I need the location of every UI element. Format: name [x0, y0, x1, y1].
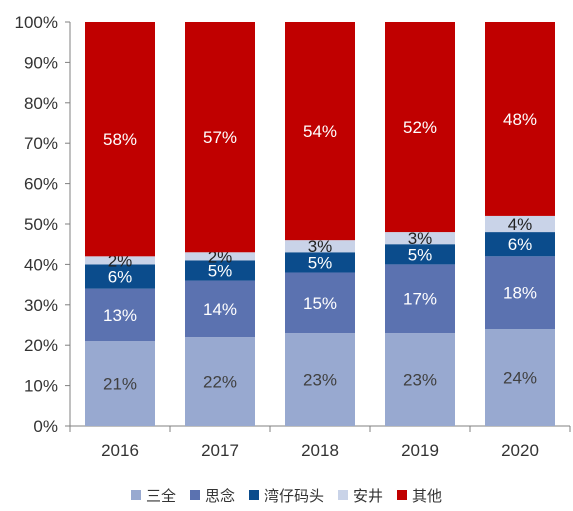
- bar-segment-1-1: [185, 280, 255, 338]
- data-label: 6%: [108, 268, 133, 287]
- data-label: 52%: [403, 118, 437, 137]
- y-tick-label: 20%: [24, 336, 58, 355]
- bar-segment-0-0: [85, 341, 155, 426]
- bar-segment-1-2: [185, 260, 255, 281]
- y-tick-label: 80%: [24, 94, 58, 113]
- bar-segment-4-0: [485, 329, 555, 426]
- bar-segment-4-2: [485, 232, 555, 257]
- y-tick-label: 40%: [24, 255, 58, 274]
- y-tick-label: 50%: [24, 215, 58, 234]
- y-tick-label: 0%: [33, 417, 58, 436]
- data-label: 48%: [503, 110, 537, 129]
- bar-segment-2-4: [285, 22, 355, 241]
- legend-item: 三全: [130, 485, 176, 506]
- x-tick-label: 2018: [301, 441, 339, 460]
- data-label: 21%: [103, 375, 137, 394]
- data-label: 13%: [103, 306, 137, 325]
- chart-legend: 三全 思念 湾仔码头 安井 其他: [0, 482, 573, 508]
- bar-segment-4-3: [485, 215, 555, 233]
- bar-segment-3-1: [385, 264, 455, 334]
- data-label: 58%: [103, 130, 137, 149]
- legend-label: 其他: [412, 486, 443, 505]
- bar-segment-0-4: [85, 22, 155, 257]
- data-label: 6%: [508, 235, 533, 254]
- x-tick-label: 2016: [101, 441, 139, 460]
- data-label: 4%: [508, 215, 533, 234]
- data-label: 17%: [403, 290, 437, 309]
- data-label: 5%: [408, 245, 433, 264]
- data-label: 14%: [203, 300, 237, 319]
- legend-label: 三全: [145, 486, 176, 505]
- bar-segment-2-0: [285, 333, 355, 426]
- bar-segment-2-1: [285, 272, 355, 334]
- data-label: 5%: [208, 261, 233, 280]
- data-label: 15%: [303, 294, 337, 313]
- x-tick-label: 2017: [201, 441, 239, 460]
- chart-canvas: 0% 10% 20% 30% 40% 50% 60% 70% 80% 90% 100% 21% 13% 6…: [15, 13, 571, 460]
- data-label: 24%: [503, 369, 537, 388]
- data-label: 23%: [403, 371, 437, 390]
- data-label: 54%: [303, 122, 337, 141]
- bar-segment-0-2: [85, 264, 155, 289]
- legend-item: 湾仔码头: [248, 485, 324, 506]
- legend-item: 思念: [189, 485, 235, 506]
- y-tick-label: 60%: [24, 175, 58, 194]
- legend-swatch: [130, 490, 141, 500]
- legend-item: 安井: [338, 485, 383, 506]
- bar-segment-4-4: [485, 22, 555, 216]
- legend-item: 其他: [397, 485, 442, 506]
- x-tick-label: 2019: [401, 441, 439, 460]
- bar-segment-1-4: [185, 22, 255, 253]
- y-tick-label: 100%: [15, 13, 58, 32]
- legend-swatch: [248, 490, 259, 500]
- data-label: 57%: [203, 128, 237, 147]
- bar-segment-3-3: [385, 232, 455, 245]
- data-label: 18%: [503, 284, 537, 303]
- legend-swatch: [397, 490, 408, 500]
- data-label: 5%: [308, 253, 333, 272]
- y-tick-label: 90%: [24, 53, 58, 72]
- bar-segment-3-2: [385, 244, 455, 265]
- y-tick-label: 70%: [24, 134, 58, 153]
- data-label: 3%: [408, 229, 433, 248]
- data-label: 3%: [308, 237, 333, 256]
- bar-segment-3-4: [385, 22, 455, 233]
- bar-segment-1-0: [185, 337, 255, 426]
- legend-label: 安井: [353, 486, 384, 505]
- bar-segment-2-2: [285, 252, 355, 273]
- bar-segment-1-3: [185, 252, 255, 261]
- bar-segment-0-3: [85, 256, 155, 265]
- legend-swatch: [189, 490, 200, 500]
- legend-label: 湾仔码头: [263, 486, 324, 505]
- legend-swatch: [338, 490, 348, 500]
- x-tick-label: 2020: [501, 441, 539, 460]
- y-tick-label: 30%: [24, 296, 58, 315]
- legend-label: 思念: [204, 486, 235, 505]
- data-label: 23%: [303, 371, 337, 390]
- data-label: 22%: [203, 373, 237, 392]
- bar-segment-4-1: [485, 256, 555, 330]
- bar-segment-3-0: [385, 333, 455, 426]
- bar-segment-0-1: [85, 288, 155, 342]
- y-tick-label: 10%: [24, 377, 58, 396]
- bar-segment-2-3: [285, 240, 355, 253]
